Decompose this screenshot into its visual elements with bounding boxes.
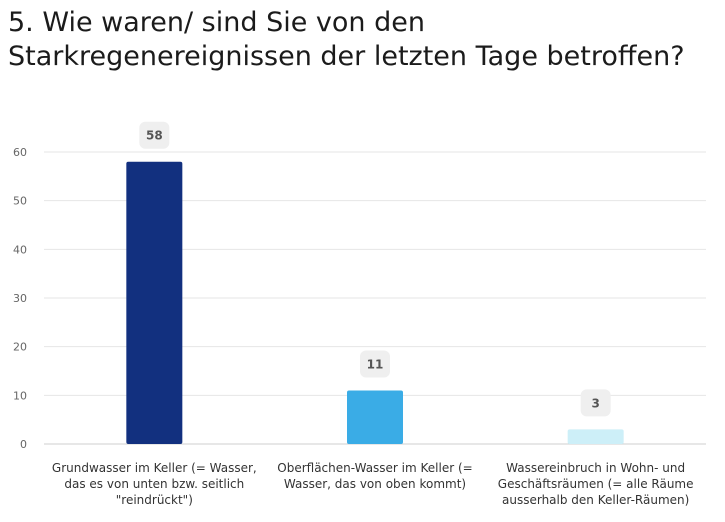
- bar: [126, 161, 183, 444]
- y-tick-label: 10: [13, 389, 27, 402]
- y-tick-label: 50: [13, 195, 27, 208]
- chart-title: 5. Wie waren/ sind Sie von den Starkrege…: [8, 7, 685, 72]
- y-tick-label: 0: [20, 438, 27, 451]
- x-category-label: Wassereinbruch in Wohn- und Geschäftsräu…: [497, 461, 694, 507]
- bar: [567, 429, 624, 444]
- x-category-label: Grundwasser im Keller (= Wasser, das es …: [51, 461, 257, 507]
- y-tick-label: 60: [13, 146, 27, 159]
- data-label: 11: [367, 357, 384, 371]
- y-tick-label: 30: [13, 292, 27, 305]
- y-tick-label: 20: [13, 341, 27, 354]
- data-label: 3: [591, 396, 599, 410]
- data-label-bubble: [580, 389, 611, 417]
- bar: [347, 390, 403, 444]
- y-tick-label: 40: [13, 243, 27, 256]
- data-label-bubble: [360, 350, 390, 378]
- data-label-bubble: [139, 121, 170, 149]
- data-label: 58: [146, 129, 163, 143]
- x-category-label: Oberflächen-Wasser im Keller (= Wasser, …: [277, 461, 473, 491]
